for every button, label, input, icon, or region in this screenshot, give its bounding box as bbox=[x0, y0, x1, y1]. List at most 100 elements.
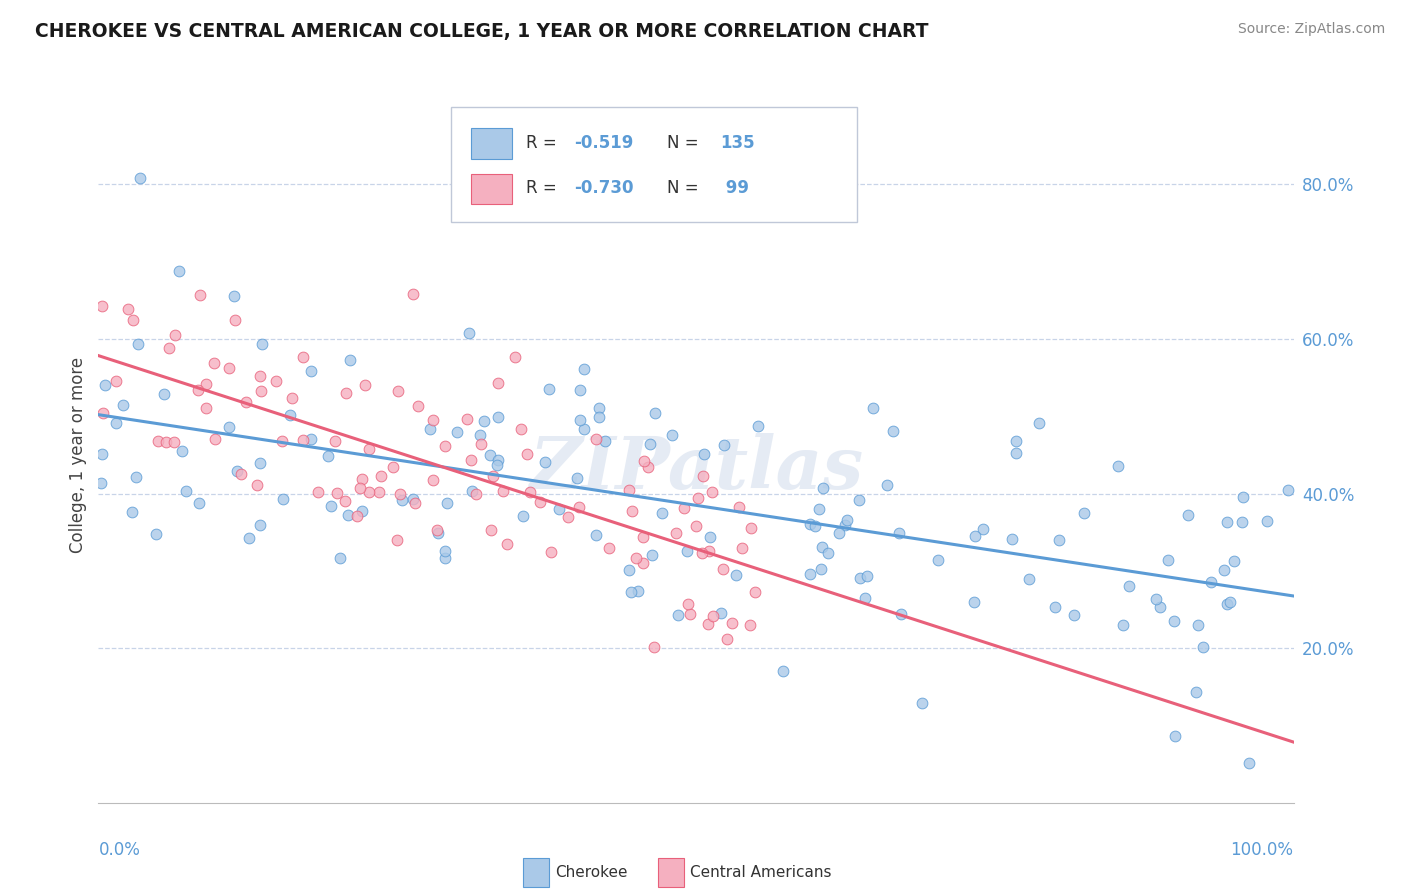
Point bbox=[406, 399, 429, 413]
Point bbox=[972, 522, 994, 536]
Point bbox=[163, 435, 186, 450]
Point bbox=[266, 374, 288, 388]
Point bbox=[699, 530, 721, 544]
Point bbox=[849, 571, 872, 585]
Point bbox=[1028, 417, 1050, 431]
Point bbox=[685, 519, 707, 533]
Point bbox=[540, 545, 562, 559]
Point bbox=[1047, 533, 1070, 547]
Point bbox=[1192, 640, 1215, 655]
Point bbox=[631, 556, 654, 570]
Point bbox=[585, 432, 607, 446]
Point bbox=[292, 434, 315, 448]
Point bbox=[772, 665, 794, 679]
Point bbox=[422, 473, 444, 487]
Point bbox=[479, 523, 502, 537]
Point bbox=[588, 401, 610, 415]
Point bbox=[644, 406, 666, 420]
Point bbox=[433, 439, 456, 453]
Point bbox=[381, 459, 404, 474]
Point bbox=[538, 382, 561, 396]
Point bbox=[834, 518, 856, 533]
Point bbox=[146, 434, 169, 448]
Point bbox=[491, 483, 513, 498]
Point bbox=[307, 485, 329, 500]
Point bbox=[280, 409, 302, 423]
Point bbox=[357, 442, 380, 457]
Point bbox=[122, 313, 145, 327]
Point bbox=[519, 485, 541, 500]
Point bbox=[352, 472, 374, 486]
Point bbox=[187, 383, 209, 397]
FancyBboxPatch shape bbox=[523, 858, 548, 887]
Point bbox=[730, 541, 752, 555]
Text: CHEROKEE VS CENTRAL AMERICAN COLLEGE, 1 YEAR OR MORE CORRELATION CHART: CHEROKEE VS CENTRAL AMERICAN COLLEGE, 1 … bbox=[35, 22, 928, 41]
Point bbox=[574, 422, 596, 436]
Point bbox=[335, 386, 357, 401]
Point bbox=[1018, 572, 1040, 586]
Point bbox=[169, 264, 191, 278]
Point bbox=[633, 453, 655, 467]
Point bbox=[740, 521, 762, 535]
Point bbox=[862, 401, 884, 415]
Text: Central Americans: Central Americans bbox=[690, 865, 831, 880]
Point bbox=[828, 526, 851, 541]
Point bbox=[202, 356, 225, 370]
Point bbox=[426, 523, 449, 537]
Point bbox=[697, 616, 720, 631]
Text: 0.0%: 0.0% bbox=[98, 841, 141, 859]
Point bbox=[436, 496, 458, 510]
Point bbox=[534, 455, 557, 469]
Point bbox=[1107, 458, 1129, 473]
Point bbox=[460, 453, 482, 467]
Point bbox=[346, 508, 368, 523]
Point bbox=[710, 606, 733, 620]
Point bbox=[91, 447, 114, 461]
Point bbox=[224, 289, 246, 303]
Point bbox=[1212, 563, 1234, 577]
Point bbox=[316, 450, 339, 464]
Point bbox=[218, 420, 240, 434]
Point bbox=[249, 518, 271, 533]
Point bbox=[700, 485, 723, 500]
Point bbox=[804, 519, 827, 533]
Point bbox=[855, 568, 877, 582]
Point bbox=[547, 501, 569, 516]
Text: ZIPatlas: ZIPatlas bbox=[529, 434, 863, 504]
Point bbox=[631, 530, 654, 544]
Point bbox=[529, 495, 551, 509]
Point bbox=[728, 500, 751, 514]
Point bbox=[433, 551, 456, 566]
Point bbox=[238, 531, 260, 545]
Point bbox=[145, 527, 167, 541]
Point bbox=[963, 595, 986, 609]
Point bbox=[174, 483, 197, 498]
Point bbox=[887, 526, 910, 541]
Point bbox=[472, 414, 495, 428]
Point bbox=[352, 504, 374, 518]
Point bbox=[299, 364, 322, 378]
Point bbox=[339, 353, 361, 368]
Point bbox=[1223, 554, 1246, 568]
Text: R =: R = bbox=[526, 179, 562, 197]
Point bbox=[336, 508, 359, 523]
Point bbox=[1232, 491, 1254, 505]
Point bbox=[679, 607, 702, 621]
Point bbox=[270, 434, 292, 448]
Point bbox=[876, 478, 898, 492]
Point bbox=[643, 640, 665, 655]
Point bbox=[598, 541, 620, 555]
Point bbox=[129, 171, 152, 186]
Point bbox=[153, 387, 176, 401]
Point bbox=[357, 484, 380, 499]
Point bbox=[620, 585, 643, 599]
Point bbox=[1187, 618, 1209, 632]
Y-axis label: College, 1 year or more: College, 1 year or more bbox=[69, 357, 87, 553]
Point bbox=[389, 486, 412, 500]
Point bbox=[478, 448, 501, 462]
Text: N =: N = bbox=[668, 134, 704, 152]
Point bbox=[188, 288, 211, 302]
Point bbox=[163, 327, 186, 342]
Point bbox=[853, 591, 876, 605]
Point bbox=[1237, 756, 1260, 770]
